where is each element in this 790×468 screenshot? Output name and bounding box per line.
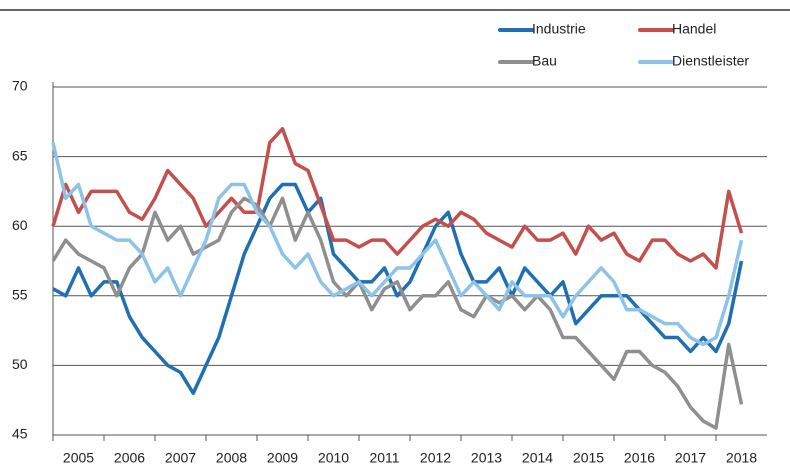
- x-tick-label: 2018: [726, 450, 757, 466]
- legend-label: Bau: [532, 53, 557, 69]
- x-tick-label: 2011: [369, 450, 399, 466]
- x-tick-label: 2013: [471, 450, 502, 466]
- y-tick-label: 55: [12, 287, 28, 303]
- legend-label: Handel: [672, 21, 716, 37]
- x-tick-label: 2015: [573, 450, 604, 466]
- x-tick-label: 2009: [267, 450, 298, 466]
- line-series: [51, 142, 744, 347]
- y-tick-label: 70: [12, 78, 28, 94]
- y-tick-label: 65: [12, 147, 28, 163]
- line-series: [52, 182, 744, 395]
- x-tick-label: 2006: [114, 450, 145, 466]
- legend-label: Industrie: [532, 21, 586, 37]
- y-tick-label: 45: [12, 426, 28, 442]
- x-tick-label: 2010: [318, 450, 349, 466]
- y-tick-label: 60: [12, 217, 28, 233]
- x-tick-label: 2008: [216, 450, 247, 466]
- x-tick-label: 2012: [420, 450, 451, 466]
- x-tick-label: 2007: [165, 450, 196, 466]
- legend-label: Dienstleister: [672, 53, 749, 69]
- x-tick-label: 2014: [522, 450, 553, 466]
- line-series: [51, 196, 744, 430]
- y-tick-label: 50: [12, 356, 28, 372]
- x-tick-label: 2016: [624, 450, 655, 466]
- line-series: [51, 127, 744, 270]
- x-tick-label: 2005: [63, 450, 94, 466]
- x-tick-label: 2017: [675, 450, 706, 466]
